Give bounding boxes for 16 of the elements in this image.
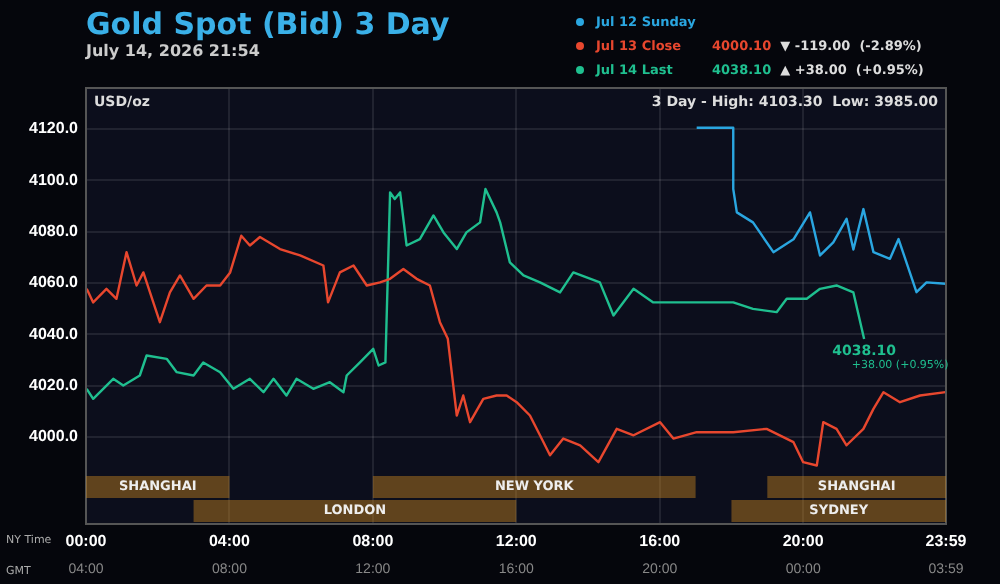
y-tick-label: 4060.0: [29, 273, 80, 292]
y-tick-label: 4100.0: [29, 170, 80, 189]
x-tick-label: 23:59: [925, 532, 968, 551]
y-tick-label: 4020.0: [29, 375, 80, 394]
x-tick-label: 00:00: [65, 532, 108, 551]
y-tick-label: 4040.0: [29, 324, 80, 343]
x-tick-label: 12:00: [495, 532, 538, 551]
x-tick-label: 04:00: [208, 532, 251, 551]
chart-subtitle: July 14, 2026 21:54: [86, 42, 262, 60]
y-tick-label: 4000.0: [29, 427, 80, 446]
y-tick-label: 4080.0: [29, 222, 80, 241]
x-tick-label: 08:00: [352, 532, 395, 551]
chart-title: Gold Spot (Bid) 3 Day: [86, 6, 450, 42]
x-tick-label: 16:00: [639, 532, 682, 551]
x-tick-label: 20:00: [782, 532, 825, 551]
y-tick-label: 4120.0: [29, 119, 80, 138]
